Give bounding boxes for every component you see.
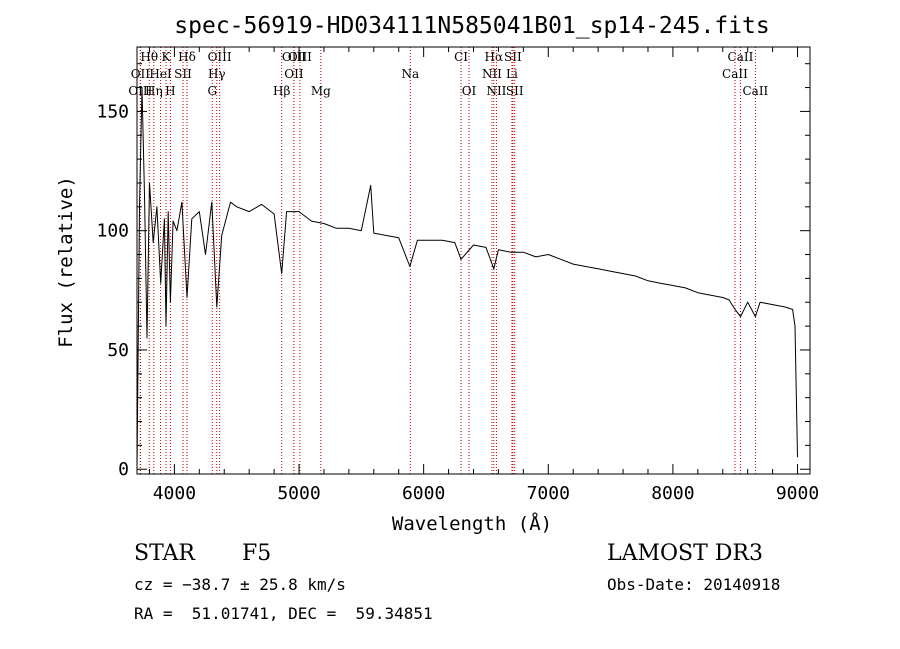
coordinates: RA = 51.01741, DEC = 59.34851 bbox=[134, 604, 433, 623]
line-marker-label-6: CI bbox=[454, 50, 468, 64]
observation-date: Obs-Date: 20140918 bbox=[607, 575, 781, 594]
object-subclass: F5 bbox=[242, 541, 272, 566]
line-marker-label-7: Hα bbox=[485, 50, 504, 64]
y-tick-label-0: 0 bbox=[118, 459, 129, 480]
line-marker-label-11: HeI bbox=[149, 67, 172, 81]
line-marker-label-16: NII bbox=[482, 67, 502, 81]
survey-name: LAMOST DR3 bbox=[607, 541, 763, 566]
x-tick-label-2: 6000 bbox=[402, 483, 445, 504]
line-marker-label-18: CaII bbox=[722, 67, 748, 81]
redshift-velocity: cz = −38.7 ± 25.8 km/s bbox=[134, 575, 346, 594]
axes-layer: 4000 5000 6000 7000 8000 9000 0 50 100 150 bbox=[96, 46, 819, 504]
line-marker-label-1: K bbox=[162, 50, 172, 64]
line-marker-label-14: OII bbox=[284, 67, 304, 81]
plot-frame bbox=[136, 46, 811, 475]
line-marker-label-22: G bbox=[207, 84, 217, 98]
line-marker-label-5: OIII bbox=[288, 50, 312, 64]
line-marker-label-19: OIII bbox=[128, 84, 152, 98]
y-tick-label-2: 100 bbox=[96, 221, 129, 242]
line-marker-label-23: Hβ bbox=[273, 84, 290, 98]
spectrum-layer bbox=[136, 87, 798, 470]
line-marker-label-26: NII bbox=[486, 84, 506, 98]
line-marker-label-12: SII bbox=[174, 67, 192, 81]
spectrum-line bbox=[136, 87, 798, 470]
line-marker-label-0: Hθ bbox=[140, 50, 158, 64]
line-marker-label-25: OI bbox=[462, 84, 477, 98]
line-marker-label-9: CaII bbox=[728, 50, 754, 64]
line-marker-label-27: SII bbox=[506, 84, 524, 98]
x-tick-label-1: 5000 bbox=[277, 483, 320, 504]
line-marker-label-3: OIII bbox=[208, 50, 232, 64]
x-tick-label-0: 4000 bbox=[153, 483, 196, 504]
line-marker-label-21: H bbox=[165, 84, 175, 98]
line-marker-label-15: Na bbox=[401, 67, 419, 81]
y-axis-label: Flux (relative) bbox=[55, 176, 77, 348]
line-marker-label-13: Hγ bbox=[208, 67, 226, 81]
y-tick-label-3: 150 bbox=[96, 101, 129, 122]
x-tick-label-3: 7000 bbox=[527, 483, 570, 504]
x-tick-label-4: 8000 bbox=[651, 483, 694, 504]
line-marker-label-20: Hη bbox=[145, 84, 163, 98]
chart-title: spec-56919-HD034111N585041B01_sp14-245.f… bbox=[174, 13, 769, 39]
line-marker-label-2: Hδ bbox=[178, 50, 196, 64]
x-axis-label: Wavelength (Å) bbox=[392, 512, 552, 535]
object-class: STAR bbox=[134, 541, 195, 566]
line-marker-label-28: CaII bbox=[742, 84, 768, 98]
line-marker-label-8: SII bbox=[504, 50, 522, 64]
x-tick-label-5: 9000 bbox=[776, 483, 819, 504]
y-tick-label-1: 50 bbox=[107, 340, 129, 361]
line-marker-label-17: Li bbox=[506, 67, 518, 81]
line-marker-label-24: Mg bbox=[311, 84, 331, 98]
